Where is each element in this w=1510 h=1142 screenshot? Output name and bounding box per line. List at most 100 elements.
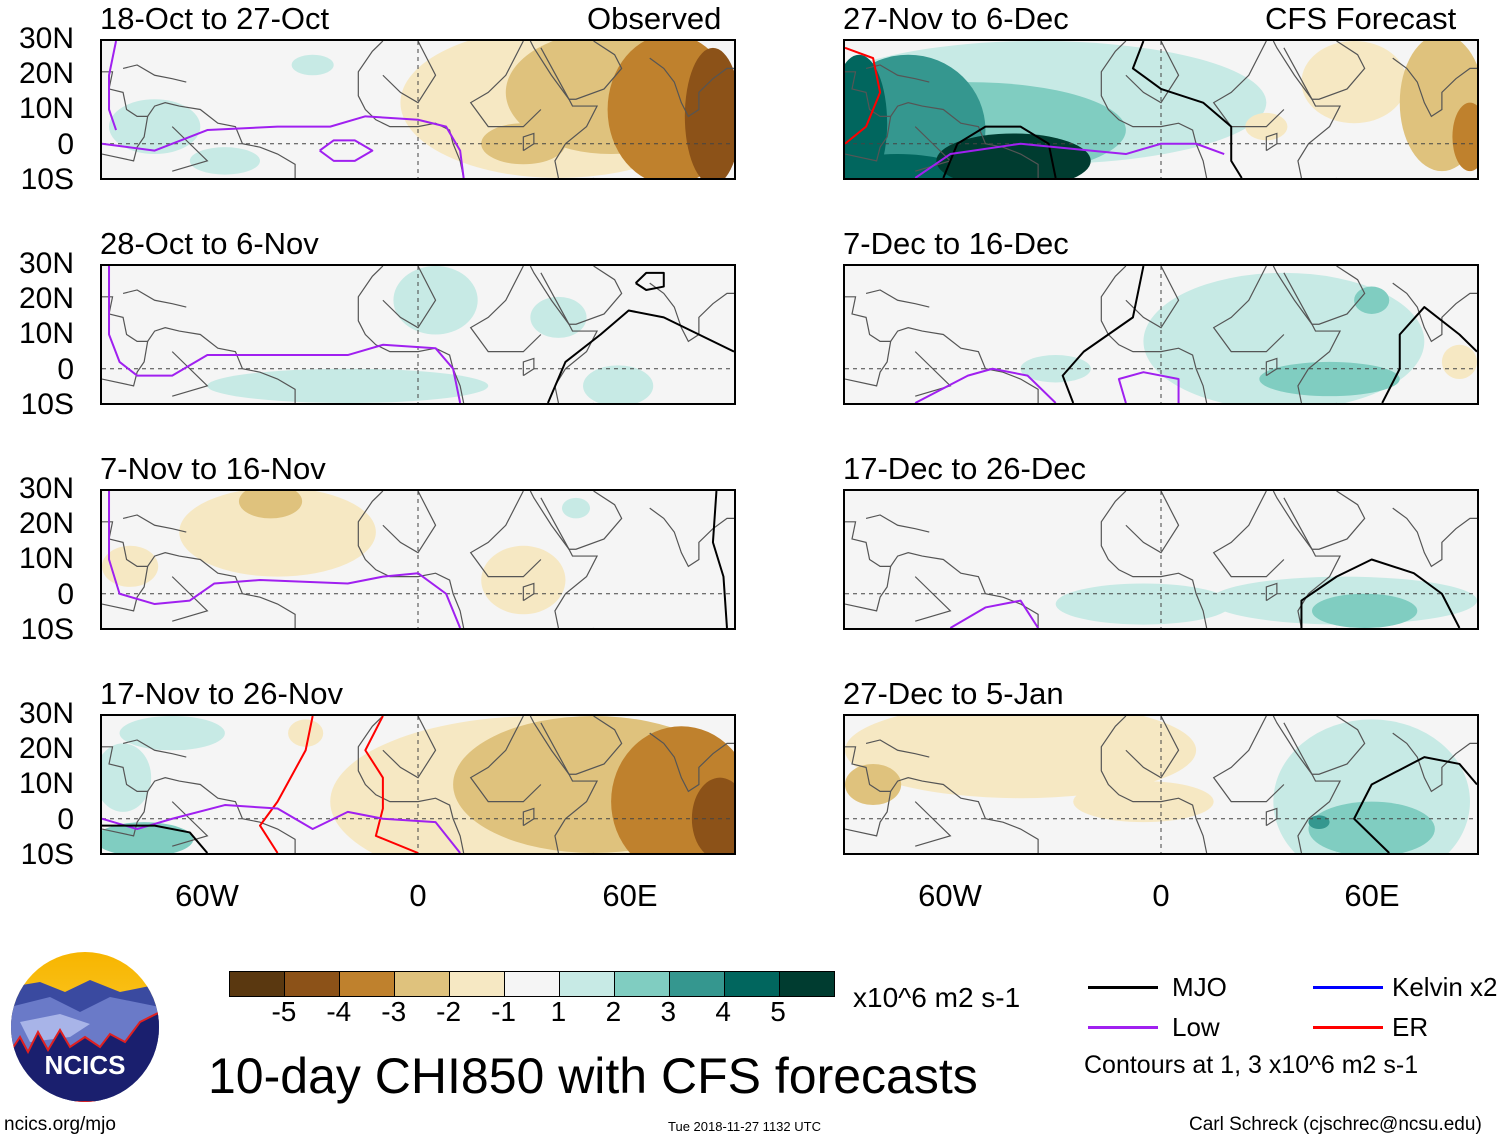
coastline [866, 515, 929, 532]
contour-er [845, 48, 880, 144]
coastline [915, 802, 950, 847]
coastline [102, 297, 295, 403]
coastline [1393, 508, 1477, 566]
coastline [172, 127, 207, 172]
anomaly-region [845, 763, 902, 806]
units-label: x10^6 m2 s-1 [853, 982, 1021, 1013]
lat-label: 30N [18, 472, 74, 505]
colorbar-tick-label: 2 [605, 996, 622, 1027]
coastline [383, 716, 436, 778]
coastline [102, 791, 148, 836]
lat-label: 0 [57, 127, 74, 161]
map-panel-4 [843, 39, 1479, 180]
colorbar-swatch [670, 972, 725, 996]
legend-label-er: ER [1392, 1012, 1429, 1042]
legend-line-kelvin [1313, 986, 1383, 989]
lat-label: 20N [18, 57, 74, 91]
coastline [1393, 58, 1477, 116]
anomaly-region [583, 365, 654, 403]
coastline [172, 352, 207, 397]
anomaly-region [1354, 286, 1390, 314]
coastline [541, 266, 622, 324]
contour-low [102, 805, 460, 853]
coastline [523, 583, 534, 600]
coastline [1101, 491, 1206, 628]
contour-mjo [1133, 41, 1242, 178]
contour-mjo [1382, 307, 1477, 403]
contour-er [365, 716, 418, 853]
colorbar-swatch [285, 972, 340, 996]
colorbar-tick-label: 4 [715, 996, 731, 1027]
lat-label: 0 [57, 802, 74, 836]
anomaly-region [936, 133, 1091, 178]
contour-low [109, 491, 460, 628]
coastline [1126, 41, 1179, 103]
coastline [1126, 266, 1179, 328]
legend-line-low [1088, 1026, 1158, 1029]
colorbar-swatch [230, 972, 285, 996]
coastline [102, 72, 295, 178]
coastline [1393, 733, 1477, 791]
legend-label-low: Low [1172, 1012, 1220, 1042]
coastline [471, 266, 541, 352]
anomaly-region [481, 545, 566, 615]
coastline [102, 341, 148, 386]
map-panel-2 [100, 489, 736, 630]
anomaly-region [1055, 583, 1232, 625]
anomaly-region [1259, 361, 1400, 397]
contour-low [1119, 372, 1179, 403]
anomaly-region [102, 545, 159, 587]
coastline [1126, 716, 1179, 778]
contour-low [915, 369, 1055, 403]
coastline [102, 566, 148, 611]
colorbar-swatch [780, 972, 834, 996]
lat-label: 10S [20, 162, 74, 196]
lon-label: 60E [602, 878, 658, 913]
coastline [650, 283, 734, 341]
coastline [1101, 716, 1206, 853]
legend-line-mjo [1088, 986, 1158, 989]
coastline [523, 133, 534, 150]
coastline [102, 747, 295, 853]
colorbar-tick-label: -1 [491, 996, 516, 1027]
source-link[interactable]: ncics.org/mjo [4, 1114, 116, 1135]
anomaly-region [684, 47, 734, 178]
contour-mjo [1063, 266, 1144, 403]
coastline [358, 41, 463, 178]
anomaly-region [1441, 344, 1477, 380]
anomaly-region [238, 491, 303, 519]
panel-title: 7-Nov to 16-Nov [100, 451, 326, 486]
lat-label: 30N [18, 22, 74, 55]
contour-low [109, 266, 460, 403]
anomaly-region [1452, 102, 1477, 172]
panel-title: 17-Nov to 26-Nov [100, 676, 343, 711]
coastline [1284, 491, 1365, 549]
coastline [358, 491, 463, 628]
colorbar-swatch [340, 972, 395, 996]
colorbar-swatch [505, 972, 560, 996]
coastline [471, 491, 541, 577]
coastline [383, 41, 436, 103]
legend-line-er [1313, 1026, 1383, 1029]
lon-label: 60W [175, 878, 239, 913]
lat-label: 10S [20, 387, 74, 421]
colorbar [229, 971, 835, 997]
forecast-label: CFS Forecast [1265, 1, 1457, 36]
contour-mjo [713, 491, 727, 628]
colorbar-tick-label: 1 [550, 996, 567, 1027]
coastline [1273, 491, 1340, 628]
coastline [650, 58, 734, 116]
colorbar-swatch [395, 972, 450, 996]
coastline [1273, 716, 1340, 853]
anomaly-region [845, 54, 888, 178]
legend-label-mjo: MJO [1172, 972, 1227, 1002]
anomaly-region [1308, 801, 1435, 853]
coastline [523, 808, 534, 825]
coastline [541, 491, 622, 549]
lat-label: 0 [57, 352, 74, 386]
coastline [1214, 491, 1284, 577]
lat-label: 10N [18, 92, 74, 126]
map-panel-3 [100, 714, 736, 855]
map-panel-5 [843, 264, 1479, 405]
coastline [123, 740, 186, 757]
